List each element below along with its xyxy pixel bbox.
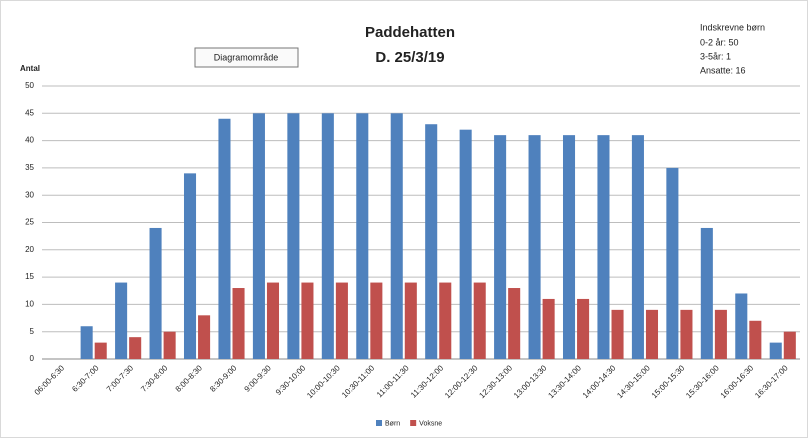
y-axis-label: Antal	[20, 64, 40, 73]
bar	[577, 298, 590, 359]
bar	[562, 135, 576, 359]
bar	[370, 282, 383, 359]
legend-swatch	[410, 420, 417, 426]
y-tick-label: 45	[25, 108, 34, 117]
legend-label: Voksne	[419, 420, 442, 427]
bar	[115, 282, 128, 359]
y-tick-label: 10	[25, 300, 34, 309]
bar	[528, 135, 541, 359]
chart-title: Paddehatten	[365, 24, 455, 41]
annotation: Ansatte: 16	[700, 65, 746, 75]
legend-swatch	[376, 420, 382, 426]
bar	[80, 326, 93, 359]
bar	[198, 315, 211, 359]
y-tick-label: 50	[25, 81, 34, 90]
bar	[714, 309, 727, 359]
bar	[266, 282, 280, 359]
y-tick-label: 0	[30, 354, 35, 363]
annotation: Indskrevne børn	[700, 22, 765, 32]
bar	[680, 309, 693, 359]
bar	[645, 309, 659, 359]
bar	[335, 282, 348, 359]
bar	[611, 309, 624, 359]
bar	[666, 167, 679, 359]
bar	[232, 288, 245, 359]
bar	[218, 118, 231, 359]
bar	[425, 124, 438, 359]
bar	[439, 282, 452, 359]
tooltip: Diagramområde	[214, 52, 279, 62]
bar	[301, 282, 314, 359]
y-tick-label: 5	[30, 327, 35, 336]
bar	[404, 282, 417, 359]
bar	[459, 129, 472, 359]
y-tick-label: 20	[25, 245, 34, 254]
bar	[494, 135, 507, 359]
bar	[129, 337, 142, 359]
bar	[473, 282, 486, 359]
bar	[700, 227, 713, 359]
bar	[356, 113, 369, 359]
bar	[597, 135, 610, 359]
bar	[769, 342, 782, 359]
y-tick-label: 40	[25, 136, 34, 145]
bar	[252, 113, 265, 359]
bar	[390, 113, 403, 359]
chart-subtitle: D. 25/3/19	[375, 49, 444, 66]
bar	[94, 342, 107, 359]
bar	[163, 331, 176, 359]
legend-label: Børn	[385, 420, 400, 427]
bar	[542, 298, 555, 359]
tooltip-box	[194, 47, 299, 68]
bar	[287, 113, 300, 359]
bar	[149, 227, 162, 359]
bar	[631, 135, 644, 359]
bar	[749, 320, 762, 359]
bar	[508, 288, 521, 359]
y-tick-label: 30	[25, 190, 34, 199]
bar	[183, 173, 197, 359]
y-tick-label: 15	[25, 272, 34, 281]
bar	[321, 113, 334, 359]
y-tick-label: 35	[25, 163, 34, 172]
bar	[735, 293, 748, 359]
annotation: 0-2 år: 50	[700, 37, 739, 47]
annotation: 3-5år: 1	[700, 51, 731, 61]
bar	[783, 331, 796, 359]
y-tick-label: 25	[25, 218, 34, 227]
